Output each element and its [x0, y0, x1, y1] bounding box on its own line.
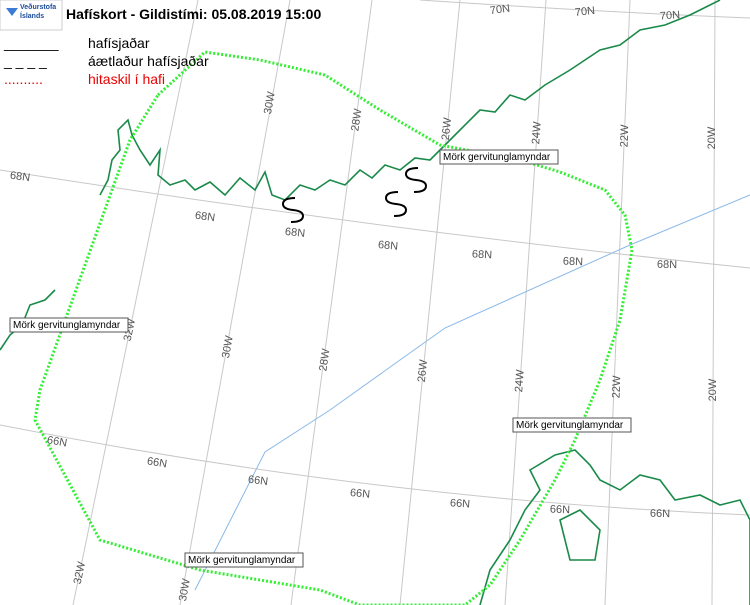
grid-label: 66N: [247, 474, 269, 488]
lon-26: [399, 0, 461, 605]
ice-symbols: [281, 167, 428, 223]
grid-label: 26W: [416, 359, 430, 383]
legend-label: hitaskil í hafi: [88, 71, 165, 87]
image-bound-label: Mörk gervitunglamyndar: [13, 320, 121, 331]
grid-label: 70N: [574, 5, 595, 19]
grid-label: 68N: [9, 170, 31, 185]
image-bound-label-box: [512, 417, 632, 433]
legend-symbol: _ _ _ _: [3, 53, 47, 69]
grid-label: 68N: [284, 226, 305, 240]
grid-label: 30W: [220, 334, 236, 359]
grid-label: 30W: [177, 577, 193, 602]
grid-label: 32W: [72, 560, 89, 585]
grid-label: 66N: [146, 455, 168, 470]
lon-32: [72, 0, 199, 605]
grid-label: 68N: [563, 256, 584, 269]
grid-label: 24W: [530, 121, 544, 145]
logo-icon: [6, 8, 18, 16]
temperature-front: [194, 194, 750, 591]
grid-label: 20W: [707, 378, 719, 401]
lat-68: [0, 169, 750, 269]
grid-label: 68N: [472, 248, 493, 261]
grid-label: 66N: [46, 434, 68, 449]
logo-box: [0, 0, 63, 31]
image-bound-label: Mörk gervitunglamyndar: [188, 555, 296, 566]
title: Hafískort - Gildistími: 05.08.2019 15:00: [66, 6, 321, 22]
legend-symbol: _______: [3, 35, 59, 51]
grid-label: 70N: [660, 9, 681, 22]
image-bound-label: Mörk gervitunglamyndar: [516, 420, 624, 431]
image-bound-label-box: [184, 552, 304, 568]
grid-label: 26W: [440, 117, 454, 141]
grid-label: 22W: [611, 375, 624, 399]
lon-24: [504, 0, 547, 605]
grid-label: 24W: [513, 369, 527, 393]
legend-label: áætlaður hafísjaðar: [88, 53, 209, 69]
lon-22: [604, 0, 631, 605]
legend-symbol: ..........: [4, 71, 43, 87]
grid-label: 68N: [657, 259, 677, 271]
grid-label: 66N: [650, 508, 670, 520]
logo-text-wrap: Veðurstofa Íslands: [20, 4, 57, 20]
image-bound-label-box: [439, 149, 559, 165]
grid-label: 22W: [619, 124, 632, 148]
lon-20: [711, 0, 716, 605]
grid-label: 28W: [317, 347, 332, 372]
image-bound-label-box: [9, 317, 129, 333]
grid-label: 66N: [450, 497, 471, 510]
grid-label: 66N: [550, 504, 571, 517]
logo-text: Veðurstofa Íslands: [20, 4, 57, 20]
lat-66: [0, 424, 750, 516]
legend-label: hafísjaðar: [88, 35, 150, 51]
grid-label: 20W: [706, 126, 718, 149]
image-bound-label: Mörk gervitunglamyndar: [443, 152, 551, 163]
title-text: Hafískort - Gildistími: 05.08.2019 15:00: [66, 6, 321, 22]
grid-label: 70N: [489, 3, 511, 18]
grid-label: 30W: [262, 90, 278, 115]
grid-label: 68N: [194, 210, 216, 225]
grid-label: 66N: [349, 487, 370, 501]
lon-28: [290, 0, 373, 605]
grid-label: 68N: [377, 239, 398, 253]
lon-30: [179, 0, 291, 605]
grid-label: 28W: [349, 107, 364, 132]
lat-70: [419, 0, 750, 19]
